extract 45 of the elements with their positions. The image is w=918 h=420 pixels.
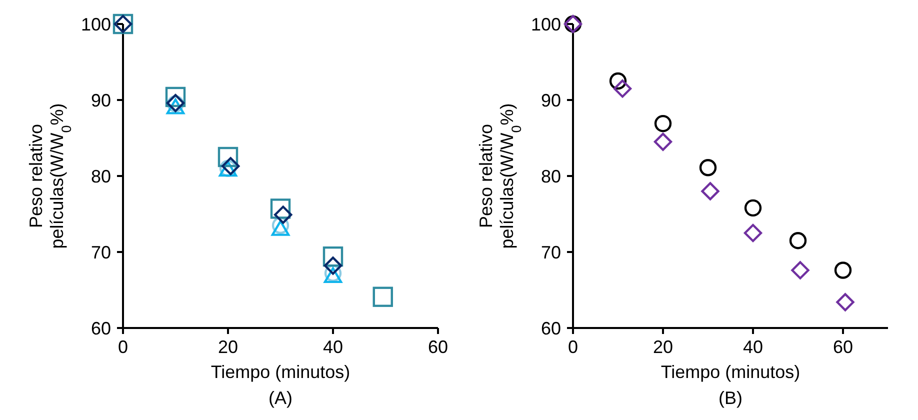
point	[654, 114, 672, 132]
y-tick-label: 100	[80, 14, 111, 34]
point	[613, 80, 632, 98]
x-axis-title: Tiempo (minutos)	[210, 362, 350, 382]
x-tick-label: 0	[118, 336, 128, 357]
point	[699, 159, 717, 176]
point	[744, 199, 762, 217]
x-tick-label: 40	[742, 336, 764, 357]
point	[166, 98, 185, 114]
x-tick-label: 60	[832, 336, 854, 357]
y-tick-label: 80	[90, 166, 111, 186]
y-tick-label: 80	[540, 166, 561, 186]
point	[274, 206, 292, 224]
point	[834, 262, 852, 279]
point	[744, 224, 762, 242]
point	[791, 261, 810, 280]
text: (B)	[718, 388, 744, 409]
y-tick-label: 100	[530, 14, 561, 34]
point	[218, 146, 238, 168]
point	[222, 157, 240, 176]
point	[324, 256, 342, 275]
y-tick-label: 70	[90, 242, 111, 262]
point	[372, 286, 393, 307]
x-axis-title: Tiempo (minutos)	[660, 362, 800, 382]
point	[701, 182, 720, 200]
point	[654, 132, 672, 151]
point	[272, 216, 290, 234]
point	[609, 72, 627, 90]
x-tick-label: 60	[428, 336, 448, 357]
point	[322, 246, 344, 267]
y-tick-label: 60	[90, 318, 111, 338]
point	[270, 198, 291, 219]
y-tick-label: 90	[90, 90, 111, 110]
x-tick-label: 0	[568, 336, 578, 357]
x-tick-label: 40	[322, 336, 344, 357]
y-tick-label: 60	[540, 318, 561, 338]
point	[789, 232, 807, 250]
point	[165, 86, 186, 108]
text: (A)	[268, 388, 294, 409]
y-tick-label: 90	[540, 90, 561, 110]
y-tick-label: 70	[540, 242, 561, 262]
x-tick-label: 20	[652, 336, 674, 357]
point	[836, 293, 854, 312]
point	[271, 220, 290, 236]
x-tick-label: 20	[218, 336, 238, 357]
